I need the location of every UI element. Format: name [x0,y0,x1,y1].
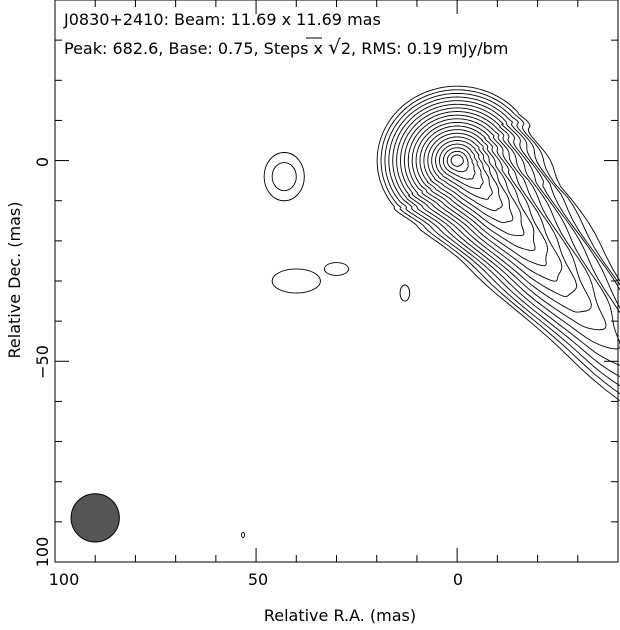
contour-line [388,96,620,378]
contour-line [431,136,503,212]
contour-line [403,111,592,313]
y-tick-label: −50 [33,345,52,379]
contour-line [400,107,607,331]
contour-line [439,143,484,190]
noise-contour [241,532,245,538]
x-axis-label: Relative R.A. (mas) [264,606,416,625]
contour-line [442,147,476,180]
contour-line [396,103,620,350]
beam-ellipse [70,493,120,543]
contour-line [450,154,464,167]
x-tick-label: 50 [248,570,268,589]
contour-line [419,125,536,251]
contour-line [435,140,493,200]
contour-line [384,92,620,387]
x-tick-label: 0 [453,570,463,589]
title-line-2-prefix: Peak: 682.6, Base: 0.75, Steps x [64,39,328,58]
contour-line [392,100,620,366]
title-line-2-suffix: , RMS: 0.19 mJy/bm [351,39,508,58]
contour-line [415,121,549,267]
contour-line [411,118,563,282]
contour-line [446,150,469,173]
sqrt-symbol: √ [328,35,341,59]
y-axis-label: Relative Dec. (mas) [5,202,24,359]
sqrt-value: 2 [341,39,351,58]
title-line-1: J0830+2410: Beam: 11.69 x 11.69 mas [63,10,381,29]
contour-line [423,129,525,237]
contour-island [271,268,321,294]
contour-line [407,114,578,298]
contour-island [263,152,305,202]
contour-island [323,262,350,276]
y-tick-label: 0 [33,157,52,167]
contour-island [271,162,297,192]
contour-line [427,132,514,224]
title-line-2: Peak: 682.6, Base: 0.75, Steps x √2, RMS… [64,35,508,59]
y-tick-label: 100 [33,537,52,568]
x-tick-label: 100 [49,570,80,589]
contour-line [376,85,620,402]
contour-line [380,89,620,395]
ticks-layer [54,0,619,563]
contours-layer [263,85,620,402]
contour-island [399,284,411,302]
plot-frame [54,0,619,563]
